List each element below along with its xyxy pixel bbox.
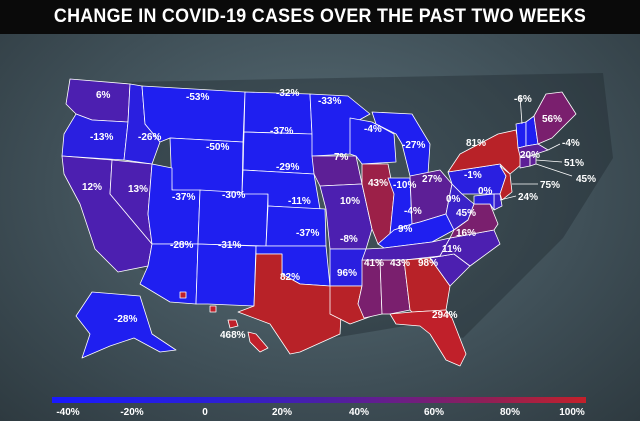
- state-VT: [515, 121, 527, 149]
- label-CA: 12%: [82, 182, 102, 193]
- label-KY: -4%: [404, 206, 422, 217]
- label-NC: 16%: [456, 228, 476, 239]
- label-NM: -31%: [218, 240, 241, 251]
- legend-tick: 20%: [271, 407, 293, 418]
- label-LA: 96%: [337, 268, 357, 279]
- state-HI: [247, 331, 269, 353]
- label-OR: -13%: [90, 132, 113, 143]
- label-UT: -37%: [172, 192, 195, 203]
- label-AR: -8%: [340, 234, 358, 245]
- label-KS: -11%: [288, 196, 311, 207]
- label-WY: -50%: [206, 142, 229, 153]
- label-TX: 82%: [280, 272, 300, 283]
- state-KS: [265, 205, 327, 247]
- label-WV: 0%: [446, 194, 461, 205]
- label-NE: -29%: [276, 162, 299, 173]
- state-NJ: [499, 165, 513, 201]
- label-DE: 0%: [478, 186, 493, 197]
- label-MD: 24%: [518, 192, 538, 203]
- legend-tick: 100%: [559, 407, 585, 418]
- state-HI-2: [227, 319, 239, 329]
- leader-lines: [499, 95, 573, 201]
- legend-gradient-bar: [52, 397, 586, 403]
- label-NV: 13%: [128, 184, 148, 195]
- label-CO: -30%: [222, 190, 245, 201]
- label-MI: -27%: [402, 140, 425, 151]
- label-WI: -4%: [364, 124, 382, 135]
- title-bar: [0, 0, 640, 34]
- label-NY: 81%: [466, 138, 486, 149]
- label-MO: 10%: [340, 196, 360, 207]
- label-GA: 98%: [418, 258, 438, 269]
- state-AK: [75, 291, 177, 359]
- state-FL: [389, 309, 467, 367]
- label-IL: 43%: [368, 178, 388, 189]
- label-VA: 45%: [456, 208, 476, 219]
- legend-tick: 40%: [348, 407, 370, 418]
- label-OH: 27%: [422, 174, 442, 185]
- legend-tick: -40%: [56, 407, 80, 418]
- state-HI-4: [179, 291, 187, 299]
- label-AK: -28%: [114, 314, 137, 325]
- label-IN: -10%: [393, 180, 416, 191]
- us-map: 6% -13% -26% -53% -50% 12% 13% -37% -30%…: [61, 73, 613, 367]
- map-title: CHANGE IN COVID-19 CASES OVER THE PAST T…: [53, 6, 587, 27]
- label-ND: -32%: [276, 88, 299, 99]
- label-SD: -37%: [270, 126, 293, 137]
- label-VT: -6%: [514, 94, 532, 105]
- label-HI: 468%: [220, 330, 246, 341]
- label-CT: 51%: [564, 158, 584, 169]
- label-RI: 45%: [576, 174, 596, 185]
- label-AL: 43%: [390, 258, 410, 269]
- label-TN: 9%: [398, 224, 413, 235]
- state-VA: [449, 203, 499, 239]
- label-ME: 56%: [542, 114, 562, 125]
- label-MS: 41%: [364, 258, 384, 269]
- label-NJ: 75%: [540, 180, 560, 191]
- state-MD: [473, 193, 495, 211]
- label-ID: -26%: [138, 132, 161, 143]
- state-TX: [237, 253, 343, 355]
- state-NM: [195, 243, 257, 307]
- label-WA: 6%: [96, 90, 111, 101]
- label-MN: -33%: [318, 96, 341, 107]
- label-MA: 20%: [520, 150, 540, 161]
- label-NH: -4%: [562, 138, 580, 149]
- label-FL: 294%: [432, 310, 458, 321]
- legend-tick: 80%: [499, 407, 521, 418]
- legend-tick: -20%: [120, 407, 144, 418]
- label-OK: -37%: [296, 228, 319, 239]
- legend-tick: 0: [202, 407, 208, 418]
- label-MT: -53%: [186, 92, 209, 103]
- label-SC: 11%: [442, 244, 462, 255]
- state-HI-3: [209, 305, 217, 313]
- label-AZ: -28%: [170, 240, 193, 251]
- legend-tick: 60%: [423, 407, 445, 418]
- state-labels: 6% -13% -26% -53% -50% 12% 13% -37% -30%…: [82, 88, 596, 341]
- label-IA: 7%: [334, 152, 349, 163]
- label-PA: -1%: [464, 170, 482, 181]
